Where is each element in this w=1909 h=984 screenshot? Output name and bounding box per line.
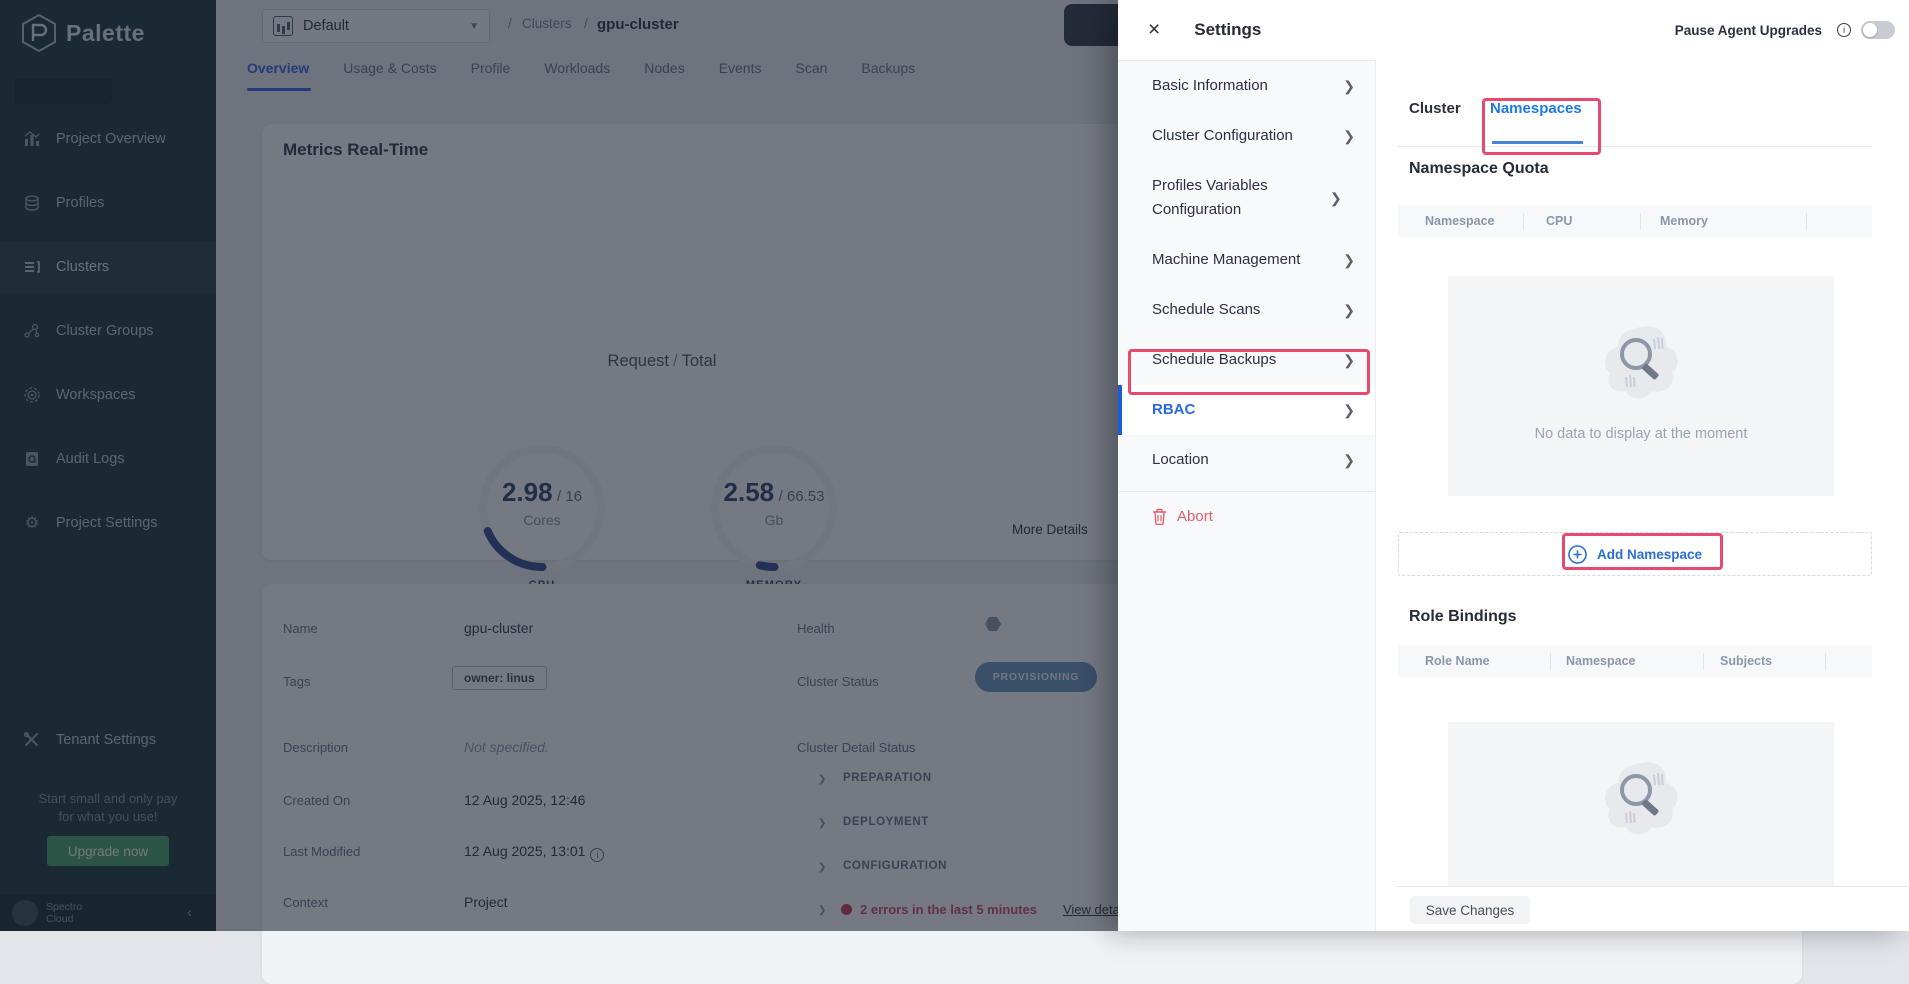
magnifier-illustration [1596,321,1686,421]
namespace-quota-table-header: Namespace CPU Memory [1398,205,1872,238]
menu-item-profiles-variables-configuration[interactable]: Profiles Variables Configuration ❯ [1152,177,1342,218]
chevron-right-icon: ❯ [1343,251,1355,268]
chevron-right-icon: ❯ [1330,189,1342,206]
add-namespace-button[interactable]: Add Namespace [1398,532,1872,576]
save-changes-button[interactable]: Save Changes [1410,896,1530,924]
settings-header: × Settings Pause Agent Upgrades i [1118,0,1909,60]
chevron-right-icon: ❯ [1343,301,1355,318]
role-bindings-table-header: Role Name Namespace Subjects [1398,645,1872,678]
role-bindings-empty-state [1448,722,1834,886]
chevron-right-icon: ❯ [1343,351,1355,368]
menu-item-cluster-configuration[interactable]: Cluster Configuration ❯ [1152,127,1355,144]
drawer-footer: Save Changes [1396,886,1909,931]
info-icon: i [1837,23,1851,37]
add-namespace-label: Add Namespace [1596,546,1703,562]
col-cpu: CPU [1546,214,1573,228]
toggle-knob [1863,23,1877,37]
settings-menu: Basic Information ❯ Cluster Configuration… [1118,60,1376,931]
pause-agent-upgrades-toggle[interactable] [1861,21,1895,39]
menu-item-rbac[interactable]: RBAC ❯ [1118,385,1375,435]
col-namespace: Namespace [1566,654,1636,668]
namespace-quota-heading: Namespace Quota [1409,160,1549,177]
abort-label: Abort [1177,508,1213,525]
settings-title: Settings [1194,20,1262,39]
plus-circle-icon [1568,544,1587,564]
menu-item-schedule-scans[interactable]: Schedule Scans ❯ [1152,301,1355,318]
close-icon[interactable]: × [1148,18,1161,41]
tab-cluster[interactable]: Cluster [1409,100,1461,117]
abort-button[interactable]: Abort [1118,491,1375,541]
settings-drawer: × Settings Pause Agent Upgrades i Basic … [1118,0,1909,931]
menu-item-location[interactable]: Location ❯ [1152,451,1355,468]
chevron-right-icon: ❯ [1343,77,1355,94]
menu-item-machine-management[interactable]: Machine Management ❯ [1152,251,1355,268]
chevron-right-icon: ❯ [1343,127,1355,144]
empty-state-text: No data to display at the moment [1534,426,1748,442]
pause-agent-upgrades-label: Pause Agent Upgrades [1674,22,1822,38]
rbac-content: Cluster Namespaces Namespace Quota Names… [1376,0,1909,931]
col-role-name: Role Name [1425,654,1490,668]
magnifier-illustration [1596,757,1686,857]
active-tab-underline [1492,141,1583,144]
col-subjects: Subjects [1720,654,1773,668]
chevron-right-icon: ❯ [1343,451,1355,468]
tab-namespaces[interactable]: Namespaces [1490,100,1582,117]
divider [1398,146,1872,147]
menu-item-schedule-backups[interactable]: Schedule Backups ❯ [1152,351,1355,368]
chevron-right-icon: ❯ [1343,401,1355,418]
role-bindings-heading: Role Bindings [1409,608,1517,625]
col-namespace: Namespace [1425,214,1495,228]
menu-item-basic-information[interactable]: Basic Information ❯ [1152,77,1355,94]
pause-agent-upgrades: Pause Agent Upgrades i [1675,21,1895,39]
trash-icon [1153,508,1166,525]
namespace-quota-empty-state: No data to display at the moment [1448,276,1834,496]
col-memory: Memory [1660,214,1708,228]
